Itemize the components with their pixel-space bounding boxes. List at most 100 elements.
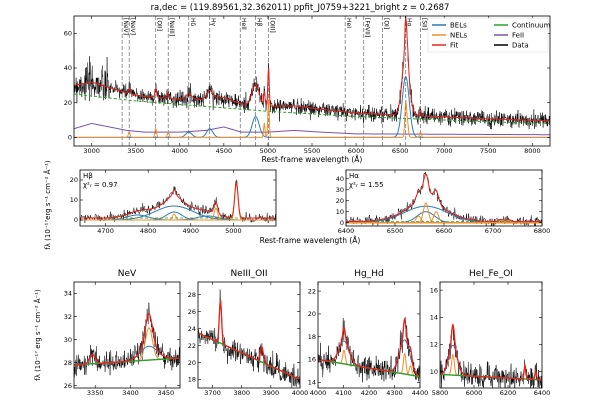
y-tick-label: 28 <box>188 291 196 299</box>
line-marker-label: [NeV] <box>122 18 129 35</box>
panel-title: NeIII_OII <box>230 269 267 279</box>
fit-series <box>346 173 542 223</box>
fit-series <box>440 323 542 381</box>
line-marker-label: HeII <box>240 18 247 30</box>
panel-neiii-oii: 3700 3800 3900 4000 18 20 22 24 26 28 NeIII_OII <box>188 269 309 397</box>
line-marker-label: Hα <box>406 18 413 27</box>
y-tick-label: 32 <box>64 313 72 321</box>
x-tick-label: 8000 <box>524 147 541 155</box>
data-series <box>198 289 300 388</box>
x-tick-label: 4000 <box>310 389 327 397</box>
x-tick-label: 6700 <box>485 227 502 235</box>
plot-area <box>198 289 300 388</box>
fit-series <box>80 180 276 219</box>
y-tick-label: 20 <box>188 359 196 367</box>
plot-area <box>346 171 542 226</box>
fit-series <box>74 16 550 122</box>
x-tick-label: 4000 <box>172 147 189 155</box>
x-tick-label: 3400 <box>122 389 139 397</box>
y-tick-label: 26 <box>64 382 72 390</box>
y-axis-label: fλ (10⁻¹⁷ erg s⁻¹ cm⁻² Å⁻¹) <box>33 289 42 381</box>
x-tick-label: 4400 <box>412 389 429 397</box>
y-tick-label: 10 <box>70 196 78 204</box>
y-tick-label: 30 <box>336 186 344 194</box>
x-tick-label: 5000 <box>225 227 242 235</box>
x-tick-label: 7000 <box>436 147 453 155</box>
y-tick-label: 16 <box>308 356 316 364</box>
axes-frame <box>197 281 301 389</box>
fit-series <box>74 313 180 366</box>
line-marker-label: [FeVII] <box>364 18 371 37</box>
x-tick-label: 3700 <box>204 389 221 397</box>
panel-title: Hβ <box>83 172 93 180</box>
x-tick-label: 6400 <box>534 389 551 397</box>
x-tick-label: 6800 <box>534 227 551 235</box>
line-marker-label: Hδ <box>189 18 196 27</box>
nel-component <box>346 220 542 224</box>
y-axis-label: fλ (10⁻¹⁷erg s⁻¹ cm⁻² Å⁻¹) <box>43 160 52 250</box>
y-tick-label: 0 <box>68 134 72 142</box>
y-tick-label: 10 <box>336 208 344 216</box>
y-tick-label: 40 <box>64 64 72 72</box>
x-tick-label: 6000 <box>348 147 365 155</box>
x-tick-label: 6600 <box>436 227 453 235</box>
x-axis-label: Rest-frame wavelength (Å) <box>262 155 363 164</box>
y-tick-label: 20 <box>308 310 316 318</box>
line-marker-label: [OIII] <box>269 18 276 33</box>
x-tick-label: 5500 <box>304 147 321 155</box>
x-tick-label: 4500 <box>216 147 233 155</box>
feii-series <box>74 122 550 136</box>
x-tick-label: 3000 <box>83 147 100 155</box>
nel-series <box>74 99 550 138</box>
x-axis-label: Rest-frame wavelength (Å) <box>260 236 361 245</box>
data-series <box>318 316 420 383</box>
fit-series <box>318 317 420 377</box>
panel-title: Hα <box>349 172 359 180</box>
plot-area <box>74 302 180 378</box>
y-tick-label: 34 <box>64 290 72 298</box>
plot-area <box>440 323 542 388</box>
plot-area <box>74 16 550 146</box>
y-tick-label: 30 <box>64 336 72 344</box>
legend-entry: BELs <box>450 22 467 30</box>
legend-entry: Fit <box>450 42 458 50</box>
x-tick-label: 7500 <box>480 147 497 155</box>
panel-hg-hd: 4000 4100 4200 4300 4400 14 16 18 20 22 Hg_Hd <box>308 269 429 397</box>
x-tick-label: 6400 <box>338 227 355 235</box>
y-tick-label: 20 <box>336 197 344 205</box>
y-tick-label: 26 <box>188 308 196 316</box>
data-series <box>74 302 180 378</box>
legend-entry: FeII <box>512 32 524 40</box>
continuum-series <box>74 93 550 124</box>
x-tick-label: 4900 <box>183 227 200 235</box>
y-tick-label: 16 <box>430 286 438 294</box>
x-tick-label: 5800 <box>432 389 449 397</box>
panel-hei-fe-oi: 5800 6000 6200 6400 10 12 14 16 HeI_Fe_OI <box>430 269 551 397</box>
legend-box <box>427 17 549 53</box>
panel-annotation: χ²ᵣ = 0.97 <box>83 181 118 189</box>
y-tick-label: 14 <box>430 314 438 322</box>
axes-frame <box>79 169 277 227</box>
y-tick-label: 20 <box>70 176 78 184</box>
line-marker-label: [SII] <box>421 18 428 30</box>
x-tick-label: 6500 <box>387 227 404 235</box>
panel-nev: 3350 3400 3450 26 28 30 32 34 NeV fλ (10⁻¹⁷ erg s… <box>33 269 181 397</box>
axes-frame <box>439 281 543 389</box>
x-tick-label: 6200 <box>500 389 517 397</box>
x-tick-label: 4300 <box>386 389 403 397</box>
x-tick-label: 4200 <box>361 389 378 397</box>
nel-component <box>80 182 276 221</box>
y-tick-label: 60 <box>64 30 72 38</box>
y-tick-label: 18 <box>308 333 316 341</box>
line-marker-label: [NeV] <box>129 18 136 35</box>
y-tick-label: 10 <box>430 368 438 376</box>
figure-title: ra,dec = (119.89561,32.362011) ppfit_J07… <box>151 3 450 13</box>
panel-full-spectrum: 3000 3500 4000 4500 5000 5500 6000 6500 7000 7500… <box>43 15 551 250</box>
panel-title: HeI_Fe_OI <box>469 269 513 279</box>
y-tick-label: 0 <box>340 219 344 227</box>
x-tick-label: 3800 <box>233 389 250 397</box>
x-tick-label: 6000 <box>466 389 483 397</box>
